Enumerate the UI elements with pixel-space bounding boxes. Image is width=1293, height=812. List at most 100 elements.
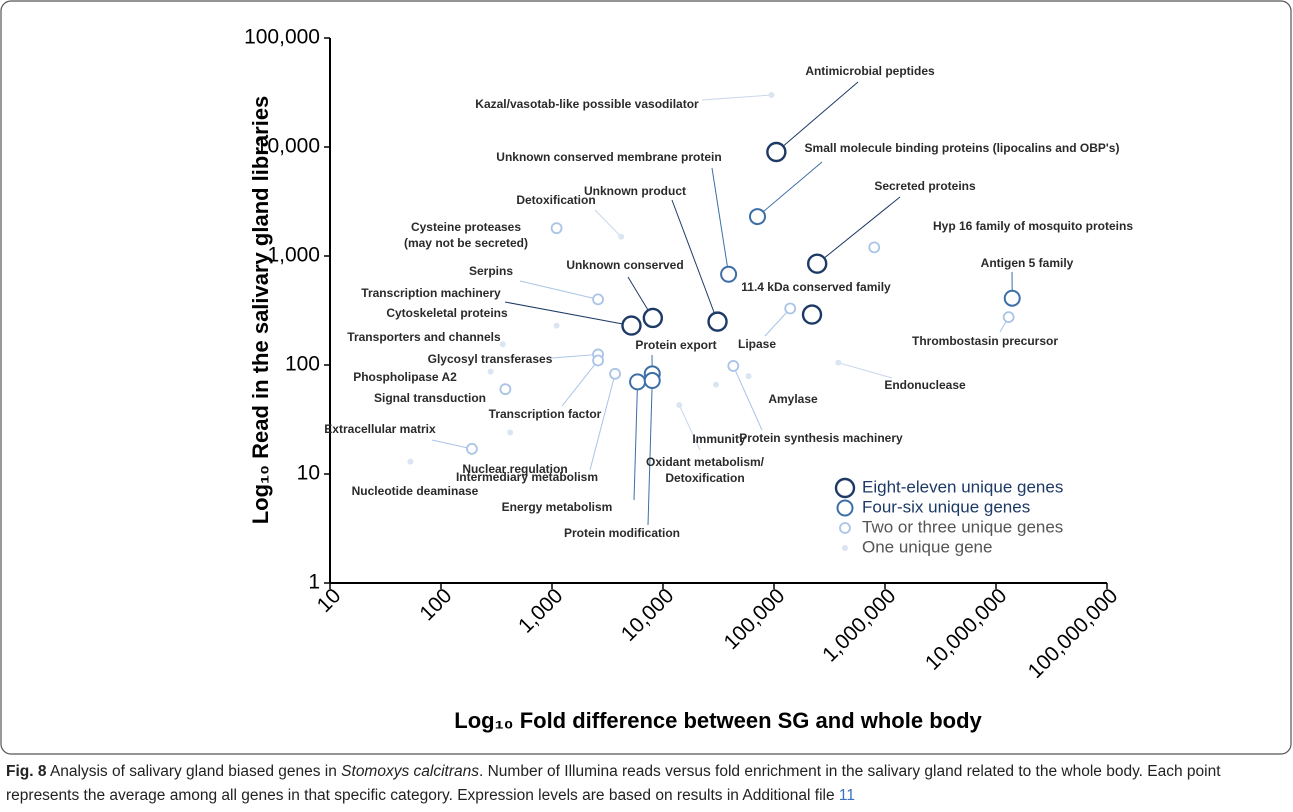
point-label: Oxidant metabolism/ bbox=[646, 455, 765, 469]
data-point bbox=[553, 322, 560, 329]
figure-border bbox=[0, 0, 1292, 755]
data-point bbox=[642, 307, 664, 329]
y-tick-label: 1 bbox=[308, 571, 320, 594]
point-label: Protein synthesis machinery bbox=[739, 431, 903, 445]
legend-label: Four-six unique genes bbox=[862, 497, 1030, 516]
data-point bbox=[592, 293, 604, 306]
data-point bbox=[707, 311, 728, 332]
point-label: Unknown conserved bbox=[566, 258, 683, 272]
data-point bbox=[727, 360, 740, 372]
leader-line bbox=[551, 353, 599, 359]
point-label: Extracellular matrix bbox=[324, 422, 436, 436]
leader-line bbox=[589, 373, 616, 471]
leader-line bbox=[816, 196, 901, 265]
point-label: (may not be secreted) bbox=[404, 236, 528, 250]
data-point bbox=[466, 442, 478, 455]
legend-label: One unique gene bbox=[862, 537, 992, 556]
point-label: Detoxification bbox=[665, 471, 744, 485]
data-point bbox=[643, 372, 661, 390]
leader-line bbox=[633, 381, 639, 501]
leader-line bbox=[519, 280, 599, 300]
y-tick-label: 1,000 bbox=[267, 244, 320, 267]
legend-label: Eight-eleven unique genes bbox=[862, 477, 1063, 496]
legend-marker bbox=[842, 545, 848, 551]
data-point bbox=[1003, 289, 1021, 307]
point-label: Protein modification bbox=[564, 526, 680, 540]
data-point bbox=[835, 359, 842, 366]
y-tick-label: 100 bbox=[285, 353, 320, 376]
point-label: Unknown conserved membrane protein bbox=[496, 150, 721, 164]
x-tick-label: 100,000 bbox=[720, 584, 790, 654]
point-label: Transcription machinery bbox=[361, 286, 501, 300]
data-point bbox=[720, 265, 738, 283]
data-point bbox=[768, 91, 775, 98]
chart: Log₁₀ Fold difference between SG and who… bbox=[0, 0, 1292, 755]
leader-line bbox=[431, 439, 473, 450]
x-tick-label: 1,000 bbox=[514, 584, 567, 637]
y-tick-label: 10,000 bbox=[256, 135, 320, 158]
data-point bbox=[868, 241, 881, 254]
x-tick-label: 100,000,000 bbox=[1024, 584, 1123, 683]
data-point bbox=[499, 341, 506, 348]
data-point bbox=[745, 373, 752, 380]
data-point bbox=[592, 354, 604, 367]
data-point bbox=[499, 383, 512, 396]
leader-line bbox=[711, 167, 730, 275]
legend-marker bbox=[836, 499, 854, 517]
point-label: Endonuclease bbox=[884, 378, 966, 392]
point-label: Nuclear regulation bbox=[462, 462, 567, 476]
point-label: Cysteine proteases bbox=[411, 220, 521, 234]
caption: Fig. 8 Analysis of salivary gland biased… bbox=[6, 760, 1286, 808]
y-axis-title: Log₁₀ Read in the salivary gland librari… bbox=[248, 96, 273, 525]
y-tick-label: 10 bbox=[297, 462, 320, 485]
leader-line bbox=[732, 365, 763, 431]
point-label: Antimicrobial peptides bbox=[805, 64, 935, 78]
point-label: Transcription factor bbox=[489, 407, 602, 421]
point-label: Protein export bbox=[635, 338, 716, 352]
data-point bbox=[407, 458, 414, 465]
point-label: Kazal/vasotab-like possible vasodilator bbox=[475, 97, 699, 111]
data-point bbox=[1002, 311, 1015, 324]
leader-line bbox=[678, 404, 701, 451]
x-tick-label: 100 bbox=[415, 584, 456, 625]
point-label: Signal transduction bbox=[374, 391, 486, 405]
point-label: Amylase bbox=[768, 392, 818, 406]
leader-line bbox=[671, 199, 719, 322]
caption-text: . Number of Illumina reads versus fold e… bbox=[6, 763, 1221, 804]
data-point bbox=[507, 429, 514, 436]
point-label: Unknown product bbox=[584, 184, 686, 198]
point-label: Intermediary metabolism bbox=[456, 470, 598, 484]
legend-label: Two or three unique genes bbox=[862, 517, 1063, 536]
leader-line bbox=[647, 380, 653, 526]
x-tick-label: 10,000,000 bbox=[921, 584, 1012, 675]
leader-line bbox=[776, 81, 859, 153]
x-axis-title: Log₁₀ Fold difference between SG and who… bbox=[454, 708, 982, 733]
point-label: Nucleotide deaminase bbox=[352, 484, 479, 498]
data-point bbox=[712, 381, 719, 388]
data-point bbox=[629, 373, 647, 391]
point-label: Cytoskeletal proteins bbox=[386, 306, 508, 320]
caption-species: Stomoxys calcitrans bbox=[341, 763, 479, 780]
data-point bbox=[801, 304, 823, 325]
point-label: Antigen 5 family bbox=[981, 256, 1074, 270]
data-point bbox=[748, 208, 766, 226]
legend-marker bbox=[834, 477, 856, 499]
data-point bbox=[487, 368, 494, 375]
x-tick-label: 1,000,000 bbox=[818, 584, 900, 666]
caption-text: Analysis of salivary gland biased genes … bbox=[49, 763, 342, 780]
point-label: Energy metabolism bbox=[502, 500, 613, 514]
point-label: Immunity bbox=[692, 432, 746, 446]
point-label: Serpins bbox=[469, 264, 513, 278]
point-label: Hyp 16 family of mosquito proteins bbox=[933, 219, 1133, 233]
point-label: Detoxification bbox=[516, 193, 595, 207]
caption-link[interactable]: 11 bbox=[838, 787, 855, 804]
point-label: Secreted proteins bbox=[874, 179, 976, 193]
point-label: 11.4 kDa conserved family bbox=[741, 280, 891, 294]
data-point bbox=[609, 367, 621, 380]
point-label: Transporters and channels bbox=[347, 330, 501, 344]
leader-line bbox=[757, 161, 823, 217]
point-label: Thrombostasin precursor bbox=[912, 334, 1058, 348]
leader-line bbox=[504, 301, 632, 327]
data-point bbox=[550, 222, 563, 235]
